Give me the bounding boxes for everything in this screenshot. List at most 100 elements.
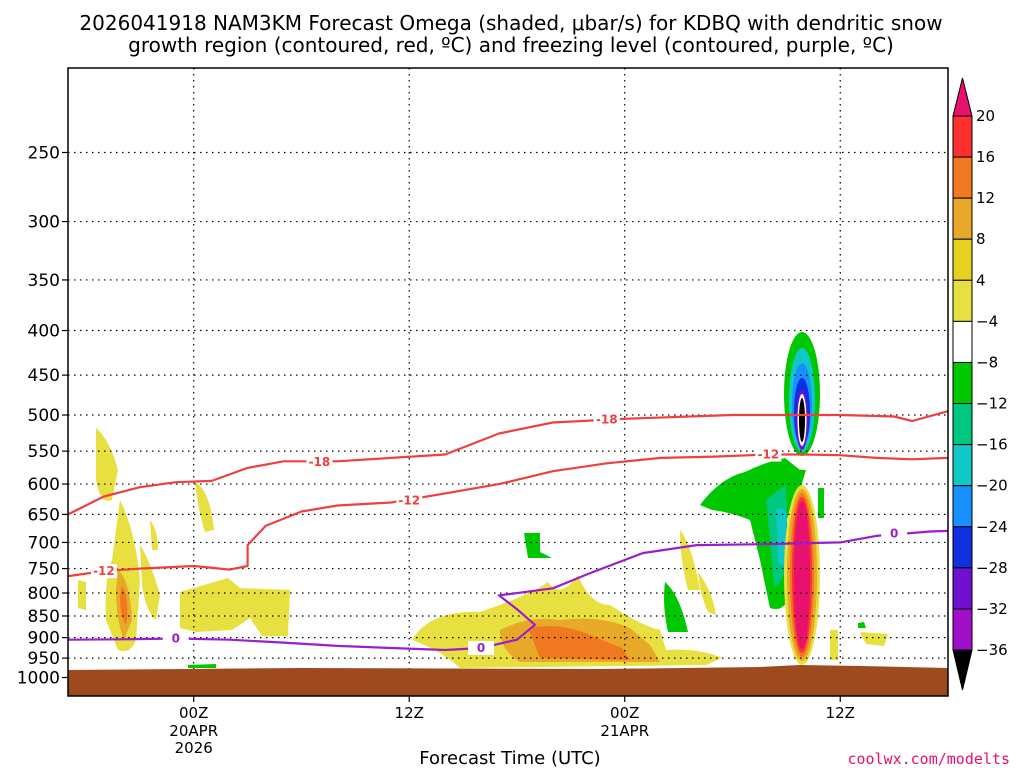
ground-terrain bbox=[68, 665, 948, 696]
omega-region-upward-5 bbox=[140, 545, 160, 620]
credit-text: coolwx.com/modelts bbox=[847, 750, 1010, 768]
omega-region-upward-9 bbox=[180, 578, 290, 636]
contour-label-bg bbox=[90, 564, 117, 579]
contour-label: -12 bbox=[93, 564, 115, 578]
colorbar-swatch bbox=[952, 567, 973, 610]
x-tick-date: 20APR bbox=[169, 722, 218, 740]
contour-label: -12 bbox=[758, 448, 780, 462]
omega-region-downward-8 bbox=[858, 622, 866, 628]
plot-area: -18 -18 -12 -12 -12 0 0 0 bbox=[68, 68, 948, 696]
y-tick-label: 400 bbox=[28, 322, 60, 342]
colorbar: 20 16 12 8 4 −4 −8 −12 −16 −20 −24 −28 −32 −36 bbox=[952, 77, 1008, 691]
colorbar-swatch bbox=[952, 361, 973, 405]
y-tick-label: 350 bbox=[28, 271, 60, 291]
colorbar-label: −32 bbox=[976, 600, 1008, 618]
colorbar-label: −8 bbox=[976, 353, 998, 371]
omega-region-upward-1 bbox=[96, 428, 118, 501]
omega-region-upward-15 bbox=[830, 630, 838, 660]
x-tick-label: 12Z bbox=[395, 704, 424, 722]
contour-label: 0 bbox=[890, 527, 898, 541]
x-tick-date: 21APR bbox=[600, 722, 649, 740]
chart-title-line1: 2026041918 NAM3KM Forecast Omega (shaded… bbox=[79, 11, 942, 35]
y-tick-label: 950 bbox=[28, 649, 60, 669]
omega-region-upward-7 bbox=[78, 580, 86, 610]
y-tick-label: 250 bbox=[28, 144, 60, 164]
colorbar-swatch bbox=[952, 115, 973, 158]
contour-label-bg bbox=[468, 640, 495, 655]
contour-label: -18 bbox=[596, 413, 618, 427]
colorbar-label: −20 bbox=[976, 477, 1008, 495]
omega-region-downward-2 bbox=[524, 533, 552, 558]
omega-core-black bbox=[799, 398, 805, 442]
omega-region-upward-13 bbox=[680, 530, 700, 590]
contour-label: 0 bbox=[172, 631, 180, 645]
colorbar-bottom-arrow bbox=[952, 649, 973, 691]
colorbar-top-arrow bbox=[952, 77, 973, 117]
omega-lift-magenta bbox=[794, 501, 810, 649]
colorbar-swatch bbox=[952, 156, 973, 199]
colorbar-label: 16 bbox=[976, 148, 995, 166]
contour--18 bbox=[68, 410, 948, 516]
colorbar-label: 12 bbox=[976, 189, 995, 207]
omega-region-upward-4 bbox=[120, 585, 128, 625]
colorbar-swatch bbox=[952, 444, 973, 487]
colorbar-label: 20 bbox=[976, 107, 995, 125]
y-tick-label: 500 bbox=[28, 406, 60, 426]
y-tick-label: 300 bbox=[28, 213, 60, 233]
y-axis-ticks: 2503003504004505005506006507007508008509… bbox=[17, 144, 68, 689]
colorbar-swatch bbox=[952, 526, 973, 569]
x-tick-label: 00Z bbox=[179, 704, 208, 722]
contour-label: -18 bbox=[309, 455, 331, 469]
chart-title-line2: growth region (contoured, red, ºC) and f… bbox=[128, 33, 894, 57]
contour-label-bg bbox=[162, 631, 189, 646]
omega-shading bbox=[78, 332, 888, 668]
contour-label-bg bbox=[881, 526, 908, 541]
colorbar-label: 4 bbox=[976, 271, 986, 289]
contour-label-bg bbox=[593, 412, 620, 427]
colorbar-label: −28 bbox=[976, 559, 1008, 577]
x-tick-label: 12Z bbox=[826, 704, 855, 722]
y-tick-label: 750 bbox=[28, 560, 60, 580]
omega-region-upward-8 bbox=[195, 482, 214, 532]
colorbar-swatch bbox=[952, 197, 973, 240]
x-tick-year: 2026 bbox=[175, 739, 213, 757]
y-tick-label: 600 bbox=[28, 475, 60, 495]
contour-label: 0 bbox=[477, 641, 485, 655]
colorbar-label: −4 bbox=[976, 312, 998, 330]
colorbar-label: −16 bbox=[976, 436, 1008, 454]
y-tick-label: 850 bbox=[28, 607, 60, 627]
contour-label-bg bbox=[755, 447, 782, 462]
omega-region-upward-14 bbox=[698, 572, 716, 615]
colorbar-swatch bbox=[952, 279, 973, 322]
y-tick-label: 450 bbox=[28, 366, 60, 386]
omega-region-downward-6 bbox=[776, 507, 786, 565]
colorbar-label: −36 bbox=[976, 641, 1008, 659]
x-axis-ticks: 00Z20APR202612Z00Z21APR12Z00Z22APR bbox=[169, 696, 855, 757]
omega-region-downward-7 bbox=[818, 488, 824, 518]
omega-region-downward-3 bbox=[664, 582, 688, 632]
contour-label: -12 bbox=[398, 494, 420, 508]
colorbar-swatch bbox=[952, 238, 973, 281]
y-tick-label: 700 bbox=[28, 533, 60, 553]
colorbar-label: −24 bbox=[976, 518, 1008, 536]
contour-label-bg bbox=[396, 493, 423, 508]
y-tick-label: 550 bbox=[28, 442, 60, 462]
colorbar-swatch bbox=[952, 403, 973, 446]
plot-frame bbox=[67, 67, 949, 697]
colorbar-swatch bbox=[952, 608, 973, 651]
contour--12 bbox=[68, 453, 948, 578]
omega-region-upward-12 bbox=[528, 626, 630, 660]
x-tick-label: 00Z bbox=[610, 704, 639, 722]
colorbar-swatch bbox=[952, 485, 973, 528]
omega-region-upward-16 bbox=[860, 632, 888, 646]
contour-lines: -18 -18 -12 -12 -12 0 0 0 bbox=[68, 410, 948, 655]
y-tick-label: 650 bbox=[28, 505, 60, 525]
x-axis-title: Forecast Time (UTC) bbox=[419, 748, 600, 768]
y-tick-label: 900 bbox=[28, 629, 60, 649]
y-tick-label: 800 bbox=[28, 584, 60, 604]
y-tick-label: 1000 bbox=[17, 669, 60, 689]
contour-0 bbox=[68, 529, 948, 652]
colorbar-label: −12 bbox=[976, 395, 1008, 413]
omega-region-downward-1 bbox=[188, 664, 216, 668]
